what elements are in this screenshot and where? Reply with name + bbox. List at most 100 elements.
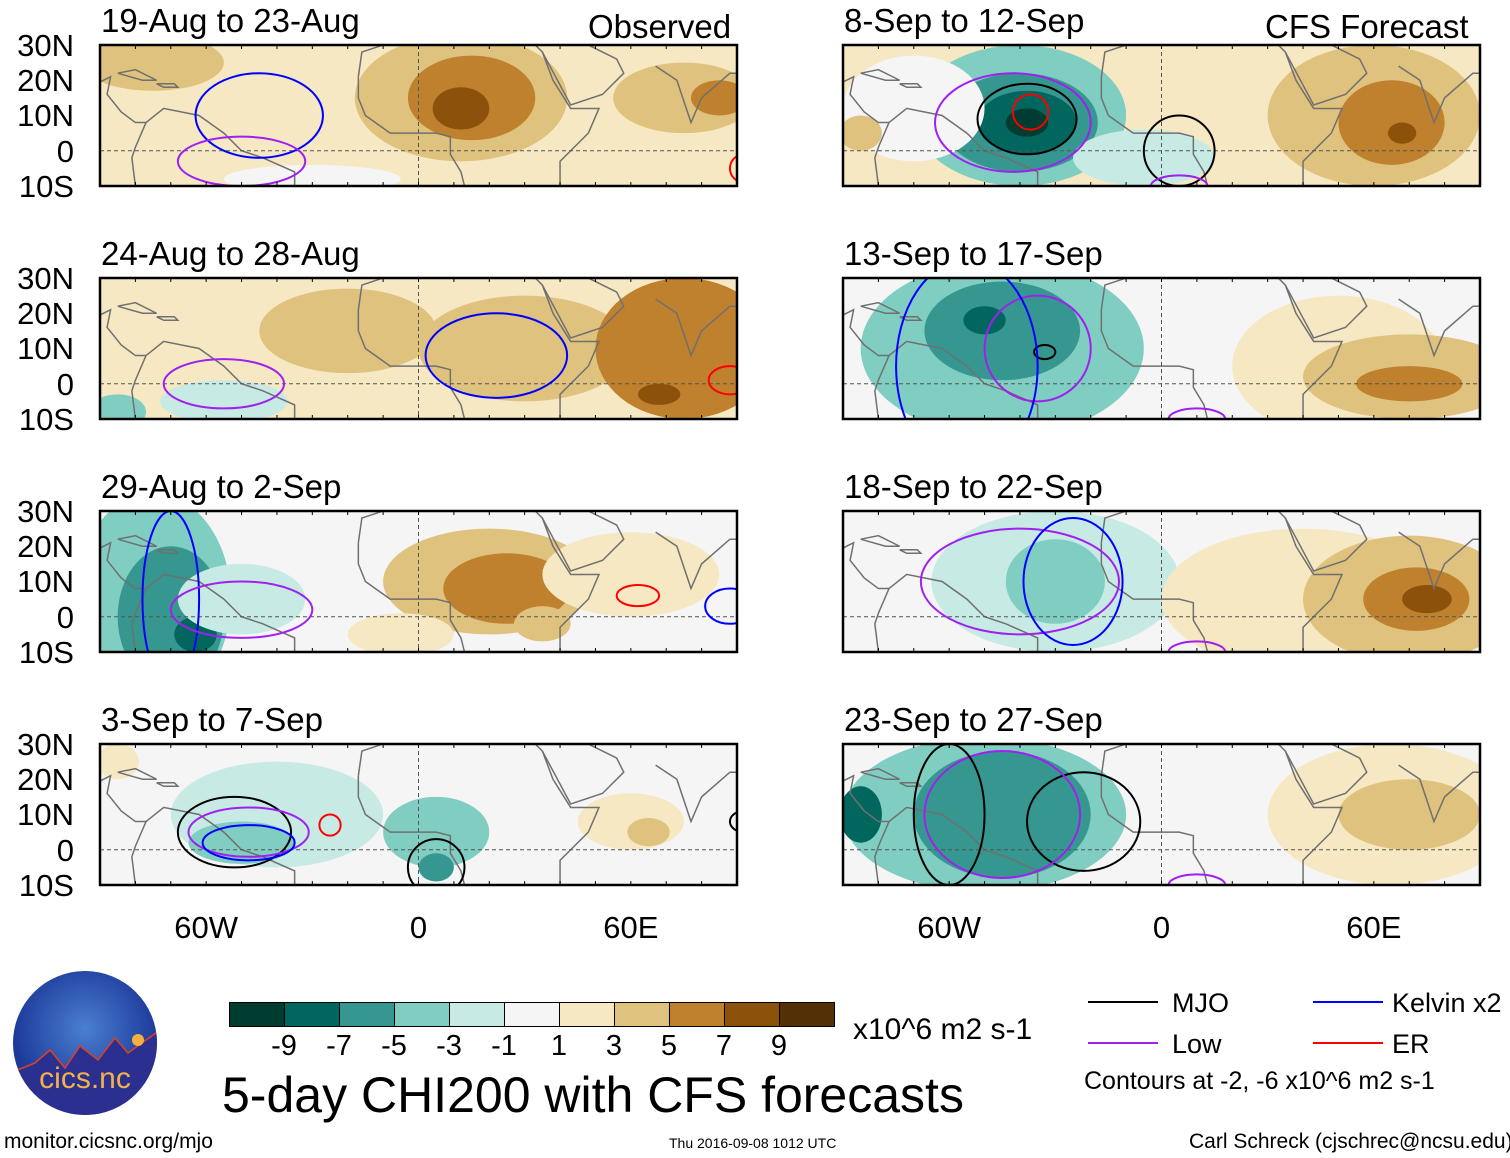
coastline bbox=[357, 511, 601, 652]
coastline bbox=[131, 107, 296, 186]
coastline bbox=[1284, 511, 1368, 572]
kelvin-contour bbox=[424, 312, 569, 399]
coastline bbox=[899, 782, 923, 788]
coastline bbox=[843, 541, 890, 590]
colorbar-tick-label: -3 bbox=[436, 1030, 462, 1062]
lat-label: 30N bbox=[17, 727, 74, 762]
low-legend-line bbox=[1088, 1042, 1158, 1044]
er-contour bbox=[728, 155, 737, 182]
contour-note: Contours at -2, -6 x10^6 m2 s-1 bbox=[1084, 1067, 1435, 1095]
map-panel bbox=[841, 43, 1482, 188]
colorbar-swatch bbox=[560, 1003, 615, 1026]
coastline bbox=[156, 316, 180, 322]
lon-label: 60E bbox=[1346, 910, 1402, 945]
map-panel bbox=[841, 276, 1482, 421]
coastline bbox=[117, 534, 157, 547]
colorbar-swatch bbox=[450, 1003, 505, 1026]
lon-label: 0 bbox=[1152, 910, 1171, 945]
low-contour bbox=[1167, 640, 1227, 652]
colorbar bbox=[229, 1002, 835, 1027]
lat-label: 10N bbox=[17, 331, 74, 367]
coastline bbox=[860, 534, 900, 547]
map-panel bbox=[98, 742, 739, 887]
anomaly-shading bbox=[843, 115, 882, 151]
coastline bbox=[541, 744, 625, 805]
low-contour bbox=[169, 580, 314, 639]
colorbar-tick-label: 1 bbox=[550, 1030, 568, 1062]
mjo-contour bbox=[976, 82, 1078, 156]
coastline bbox=[357, 542, 466, 652]
coastline bbox=[357, 45, 601, 186]
low-contour bbox=[919, 527, 1121, 636]
lon-label: 0 bbox=[409, 910, 428, 945]
anomaly-shading bbox=[595, 278, 737, 419]
coastline bbox=[860, 767, 900, 780]
panel-title: 13-Sep to 17-Sep bbox=[844, 235, 1103, 272]
map-panel bbox=[98, 276, 739, 421]
mjo-contour bbox=[912, 744, 986, 885]
colorbar-units: x10^6 m2 s-1 bbox=[853, 1013, 1033, 1046]
coastline bbox=[131, 806, 296, 885]
coastline bbox=[874, 107, 1039, 186]
coastline bbox=[843, 75, 890, 124]
kelvin-legend-label: Kelvin x2 bbox=[1392, 988, 1502, 1018]
cics-logo: cics.nc bbox=[13, 971, 157, 1115]
coastline bbox=[655, 764, 737, 824]
coastline bbox=[1398, 764, 1480, 824]
lat-label: 0 bbox=[56, 133, 74, 169]
logo-text: cics.nc bbox=[39, 1062, 131, 1095]
lat-label: 10S bbox=[18, 401, 74, 437]
coastline bbox=[1100, 309, 1209, 419]
coastline bbox=[100, 308, 147, 357]
anomaly-shading bbox=[443, 553, 571, 624]
site-url[interactable]: monitor.cicsnc.org/mjo bbox=[4, 1130, 213, 1153]
anomaly-shading bbox=[259, 288, 437, 374]
kelvin-contour bbox=[1022, 517, 1124, 646]
coastline bbox=[357, 775, 466, 885]
mjo-contour bbox=[728, 811, 737, 832]
anomaly-shading bbox=[177, 563, 306, 635]
panel-title: 19-Aug to 23-Aug bbox=[101, 2, 360, 39]
anomaly-shading bbox=[613, 62, 737, 134]
colorbar-swatch bbox=[395, 1003, 450, 1026]
anomaly-shading bbox=[1402, 585, 1452, 614]
mjo-contour bbox=[1026, 771, 1142, 872]
lat-label: 0 bbox=[56, 832, 74, 868]
mjo-legend-label: MJO bbox=[1172, 988, 1229, 1018]
lat-label: 0 bbox=[56, 599, 74, 635]
lat-label: 20N bbox=[17, 296, 74, 332]
anomaly-shading bbox=[691, 80, 737, 116]
low-contour bbox=[162, 358, 286, 410]
coastline bbox=[100, 774, 147, 823]
coastline bbox=[541, 511, 625, 572]
kelvin-contour bbox=[201, 824, 296, 862]
coastline bbox=[843, 308, 890, 357]
kelvin-contour bbox=[895, 278, 1039, 419]
lat-label: 10N bbox=[17, 98, 74, 134]
lat-label: 0 bbox=[56, 366, 74, 402]
colorbar-swatch bbox=[780, 1003, 834, 1026]
er-legend-label: ER bbox=[1392, 1029, 1430, 1059]
anomaly-shading bbox=[1387, 122, 1417, 144]
colorbar-tick-label: 5 bbox=[660, 1030, 678, 1062]
colorbar-swatch bbox=[505, 1003, 560, 1026]
coastline bbox=[899, 549, 923, 555]
anomaly-shading bbox=[100, 45, 224, 91]
anomaly-shading bbox=[160, 380, 288, 419]
coastline bbox=[1398, 298, 1480, 358]
lat-label: 20N bbox=[17, 762, 74, 798]
colorbar-tick-label: 9 bbox=[770, 1030, 788, 1062]
anomaly-shading bbox=[1005, 108, 1049, 137]
colorbar-swatch bbox=[230, 1003, 285, 1026]
map-panel bbox=[98, 43, 739, 188]
coastline bbox=[541, 278, 625, 339]
panel-title: 24-Aug to 28-Aug bbox=[101, 235, 360, 272]
mjo-contour bbox=[406, 838, 466, 885]
anomaly-shading bbox=[637, 383, 681, 405]
lon-label: 60W bbox=[917, 910, 982, 945]
anomaly-shading bbox=[432, 87, 490, 130]
anomaly-shading bbox=[100, 744, 139, 780]
coastline bbox=[874, 806, 1039, 885]
coastline bbox=[1100, 511, 1344, 652]
